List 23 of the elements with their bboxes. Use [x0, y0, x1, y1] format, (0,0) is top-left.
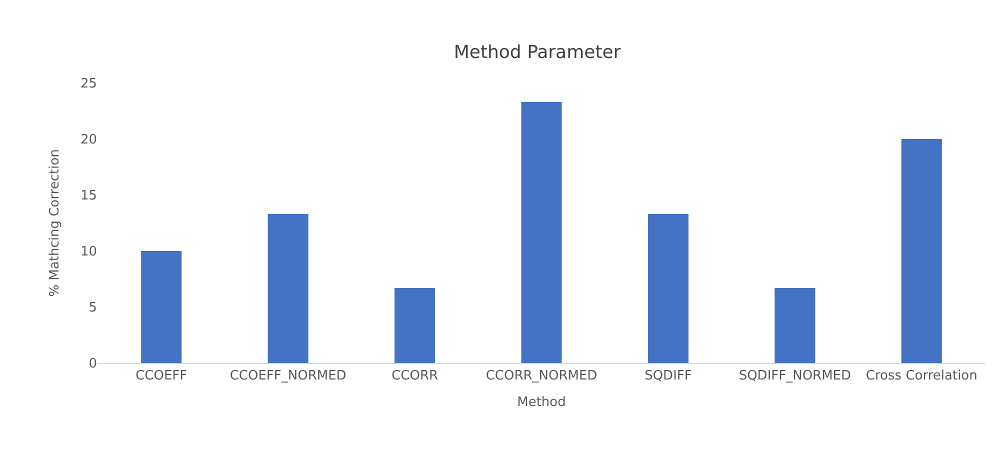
bar	[521, 102, 562, 363]
chart-title: Method Parameter	[454, 42, 622, 63]
x-tick-label: CCORR_NORMED	[486, 368, 598, 384]
x-tick-label: CCOEFF_NORMED	[230, 368, 346, 384]
bar	[774, 288, 816, 363]
bar	[648, 214, 688, 363]
bar	[141, 251, 182, 363]
y-tick-label: 15	[80, 188, 97, 204]
x-tick-label: SQDIFF	[644, 368, 692, 384]
y-tick-label: 0	[88, 356, 97, 372]
x-tick-label: CCOEFF	[136, 368, 188, 384]
y-tick-label: 25	[80, 76, 97, 92]
y-tick-label: 10	[80, 244, 97, 260]
bar	[901, 139, 942, 363]
x-tick-label: Cross Correlation	[866, 368, 978, 384]
x-tick-label: SQDIFF_NORMED	[738, 368, 852, 384]
x-axis-title: Method	[517, 395, 566, 410]
x-tick-label: CCORR	[392, 368, 438, 384]
y-tick-label: 5	[88, 300, 97, 316]
y-tick-label: 20	[80, 132, 97, 148]
y-axis-title: % Mathcing Correction	[47, 149, 62, 297]
bar	[394, 288, 436, 363]
bar	[268, 214, 308, 363]
